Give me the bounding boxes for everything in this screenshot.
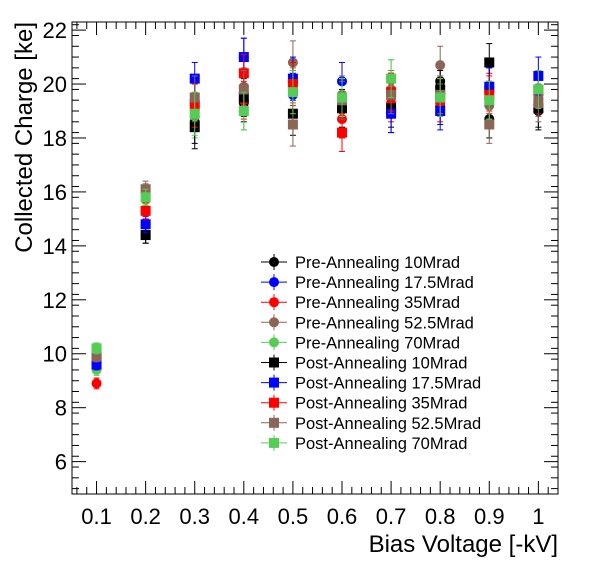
data-point [140, 192, 151, 203]
legend-item: Post-Annealing 17.5Mrad [261, 374, 481, 393]
data-point [91, 351, 102, 362]
y-tick-label: 18 [43, 126, 67, 151]
legend-marker [269, 277, 279, 288]
y-tick-label: 16 [43, 180, 67, 205]
data-point [238, 106, 249, 117]
legend-marker [269, 377, 279, 388]
x-axis-title: Bias Voltage [-kV] [369, 531, 558, 558]
data-point [484, 119, 495, 130]
data-point [435, 92, 446, 103]
data-point [91, 378, 102, 389]
legend-label: Post-Annealing 70Mrad [295, 435, 467, 453]
data-point [238, 84, 249, 95]
legend-marker [269, 297, 279, 308]
legend-label: Pre-Annealing 52.5Mrad [295, 314, 474, 332]
x-tick-label: 0.7 [376, 504, 407, 529]
series-10 [91, 59, 544, 355]
x-tick-label: 0.8 [425, 504, 456, 529]
data-point [140, 205, 151, 216]
legend-item: Post-Annealing 35Mrad [261, 394, 467, 413]
y-tick-label: 20 [43, 72, 67, 97]
legend-label: Pre-Annealing 35Mrad [295, 294, 460, 312]
legend-label: Pre-Annealing 70Mrad [295, 334, 460, 352]
legend-item: Post-Annealing 10Mrad [261, 354, 467, 373]
y-tick-label: 10 [43, 342, 67, 367]
data-point [287, 119, 298, 130]
data-point [337, 92, 347, 103]
legend-label: Post-Annealing 17.5Mrad [295, 375, 481, 393]
legend-marker [269, 397, 279, 408]
data-point [140, 230, 151, 241]
y-tick-label: 14 [43, 234, 67, 259]
data-point [484, 57, 495, 68]
data-point [435, 60, 446, 71]
y-tick-label: 22 [43, 18, 67, 43]
x-tick-label: 0.6 [327, 504, 358, 529]
legend-item: Post-Annealing 70Mrad [261, 434, 467, 453]
legend-label: Post-Annealing 52.5Mrad [295, 415, 481, 433]
legend-label: Pre-Annealing 17.5Mrad [295, 274, 474, 292]
data-point [337, 127, 347, 138]
legend-marker [269, 357, 279, 368]
y-axis-title: Collected Charge [ke] [11, 22, 38, 253]
legend-item: Pre-Annealing 35Mrad [261, 294, 460, 312]
y-tick-label: 6 [55, 450, 67, 475]
legend-item: Pre-Annealing 52.5Mrad [261, 314, 474, 332]
data-point [91, 359, 102, 370]
data-point [189, 108, 200, 119]
data-point [533, 84, 544, 95]
data-layer [91, 37, 544, 390]
legend-item: Pre-Annealing 10Mrad [261, 254, 460, 272]
x-tick-label: 0.4 [229, 504, 260, 529]
x-tick-label: 0.5 [278, 504, 309, 529]
y-tick-label: 8 [55, 396, 67, 421]
legend-marker [269, 337, 279, 348]
legend-marker [269, 437, 279, 448]
x-tick-label: 0.3 [179, 504, 210, 529]
legend-marker [269, 417, 279, 428]
legend-label: Post-Annealing 10Mrad [295, 355, 467, 373]
legend-marker [269, 257, 279, 267]
legend-item: Pre-Annealing 17.5Mrad [261, 274, 474, 292]
legend-item: Pre-Annealing 70Mrad [261, 334, 460, 352]
data-point [140, 219, 151, 230]
legend: Pre-Annealing 10Mrad Pre-Annealing 17.5Mr… [261, 254, 481, 453]
legend-marker [269, 317, 279, 328]
data-point [91, 343, 102, 354]
data-point [484, 95, 495, 106]
x-tick-label: 0.9 [474, 504, 505, 529]
legend-item: Post-Annealing 52.5Mrad [261, 414, 481, 433]
data-point [386, 73, 397, 84]
x-tick-label: 0.1 [81, 504, 112, 529]
plot-frame [71, 21, 559, 495]
x-tick-label: 0.2 [130, 504, 161, 529]
data-point [287, 87, 298, 98]
y-tick-label: 12 [43, 288, 67, 313]
legend-label: Pre-Annealing 10Mrad [295, 254, 460, 272]
axes-layer: 0.1 0.2 0.3 0.4 0.5 0.6 0.7 0.8 0.9 1681012141618… [43, 18, 558, 529]
legend-label: Post-Annealing 35Mrad [295, 395, 467, 413]
x-tick-label: 1 [532, 504, 544, 529]
